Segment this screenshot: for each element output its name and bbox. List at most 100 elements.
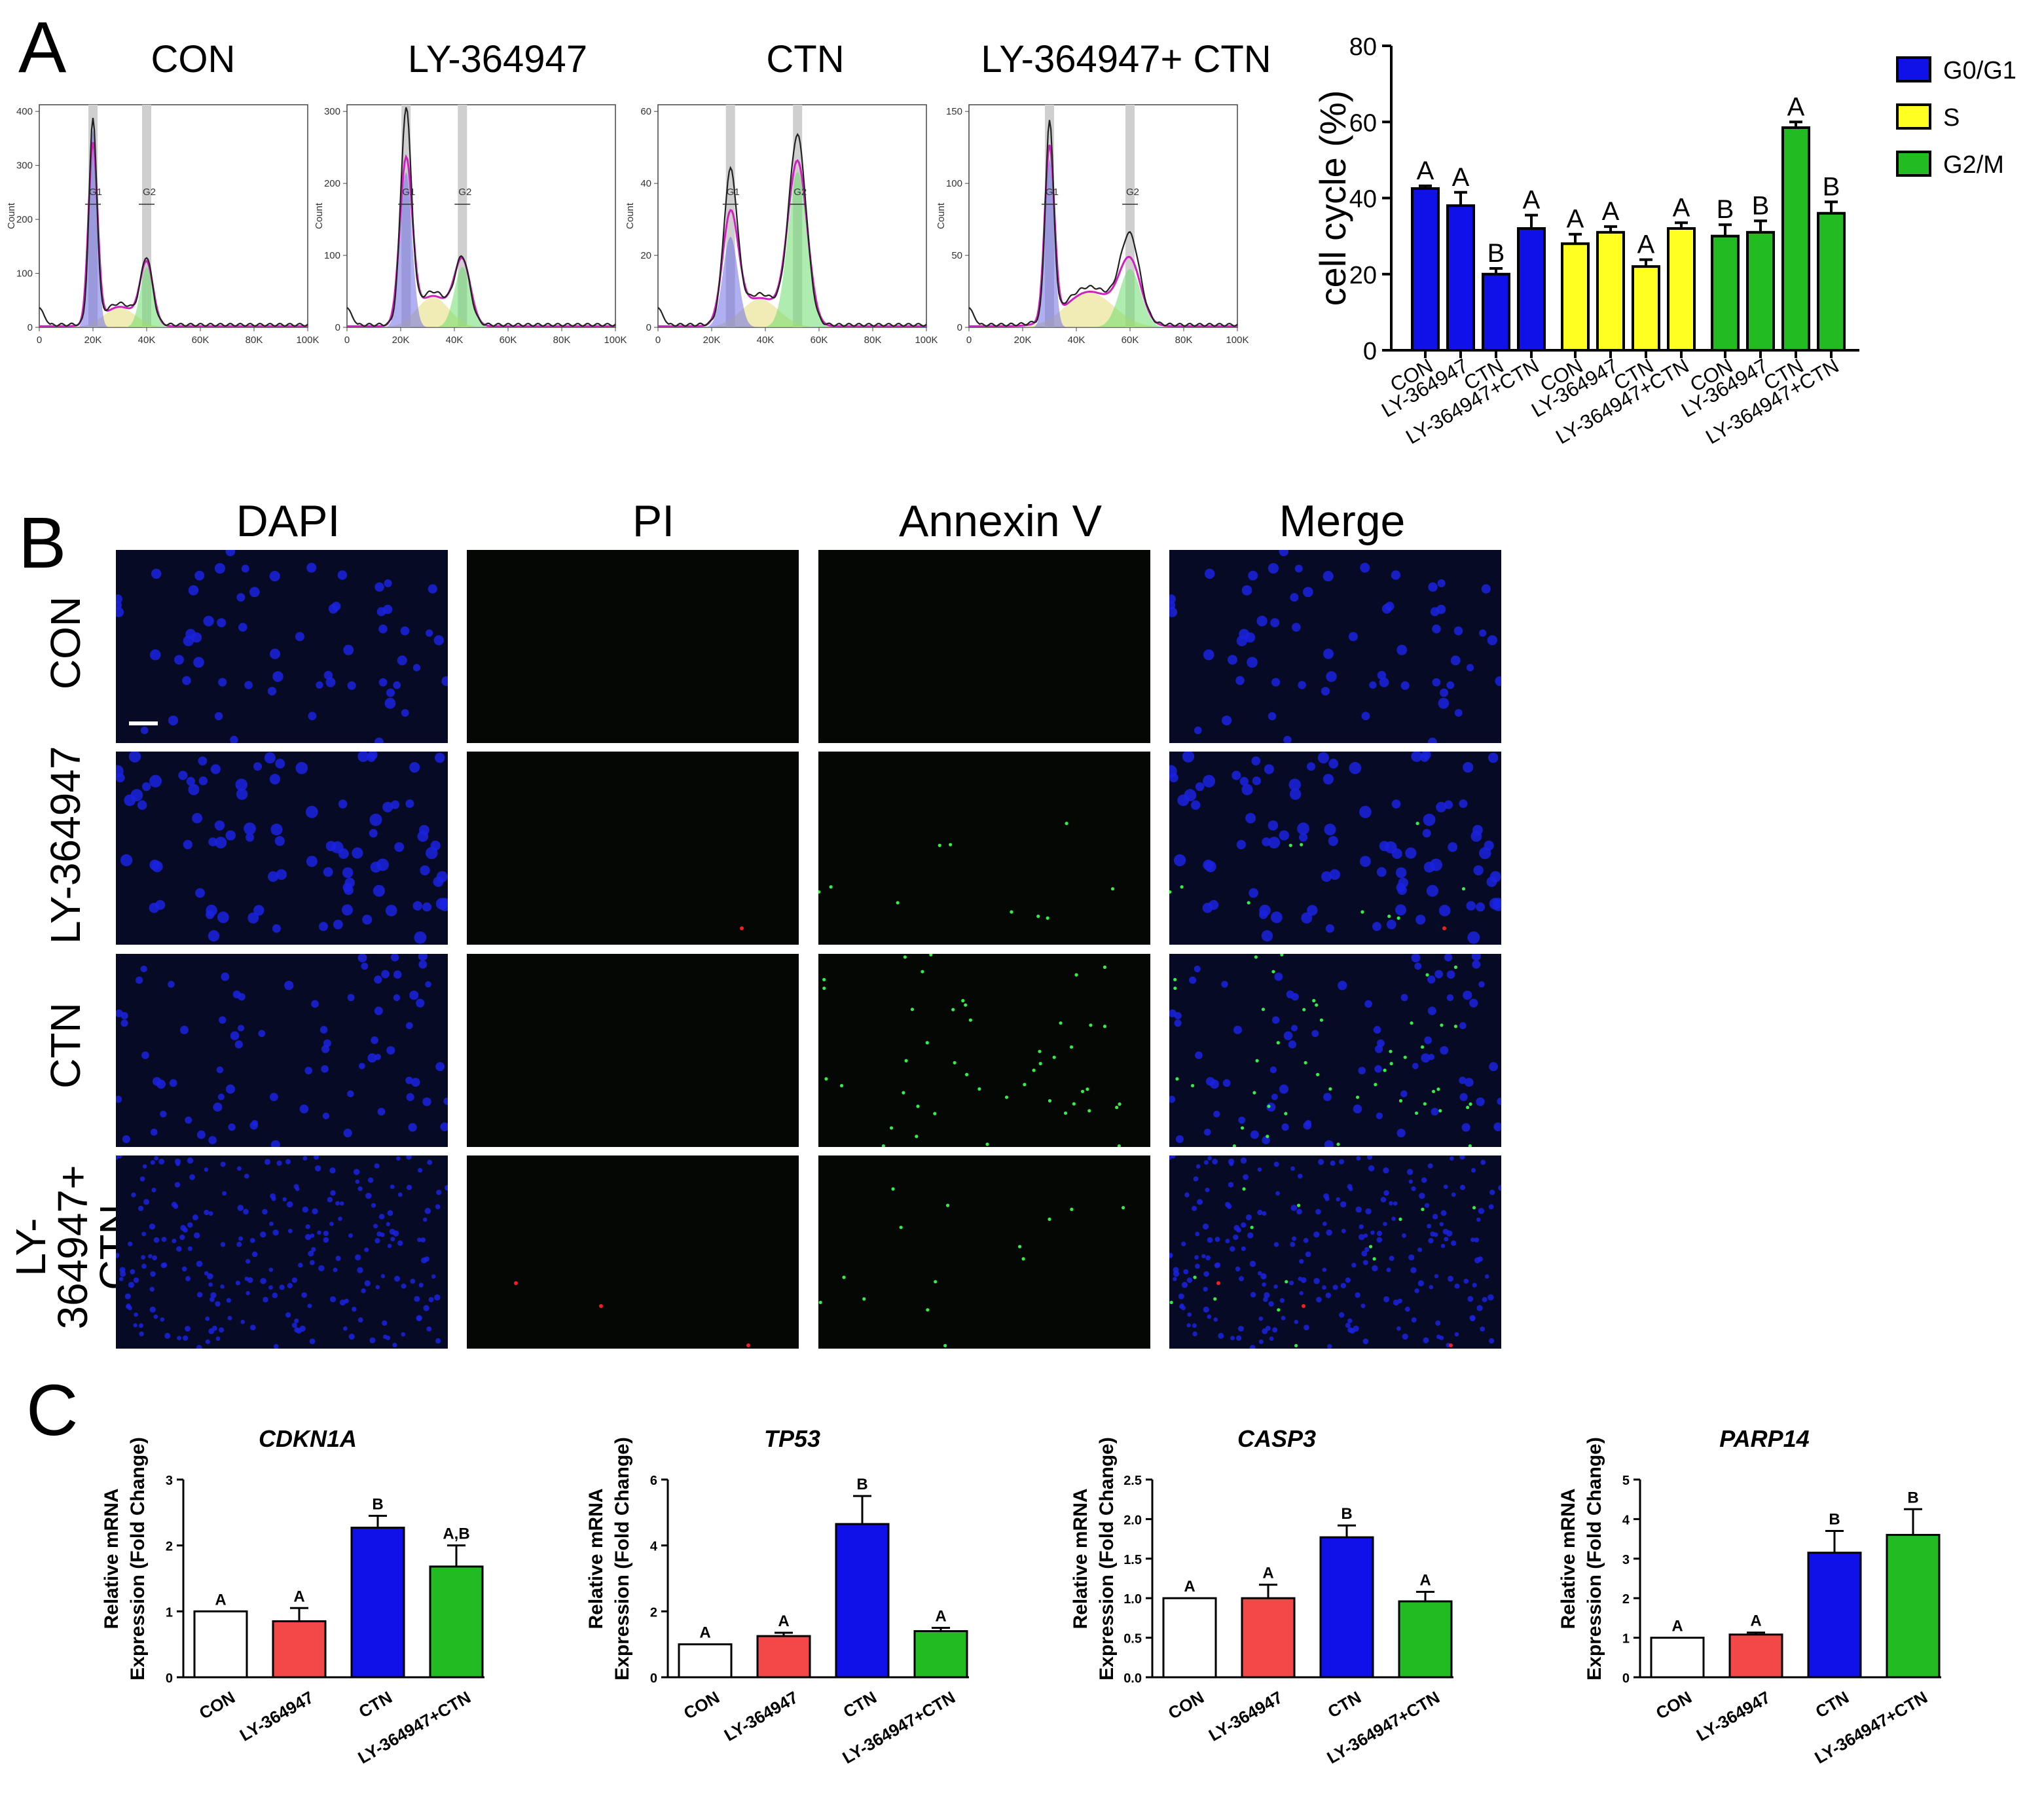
nucleus	[1443, 1184, 1448, 1190]
nucleus	[406, 1155, 412, 1160]
gate-label: G1	[1046, 187, 1059, 198]
y-tick-label: 300	[324, 106, 340, 117]
nucleus	[1245, 812, 1256, 824]
nucleus	[246, 1290, 250, 1296]
annexin-signal	[961, 998, 965, 1003]
nucleus	[181, 1266, 187, 1272]
nucleus	[1421, 752, 1431, 760]
nucleus	[1214, 1262, 1220, 1268]
nucleus	[1196, 1199, 1203, 1205]
nucleus	[1288, 778, 1301, 791]
nucleus	[434, 1294, 441, 1301]
annexin-signal	[1059, 1021, 1063, 1025]
nucleus	[179, 1234, 185, 1241]
annexin-signal	[902, 1091, 905, 1095]
nucleus	[158, 1158, 165, 1165]
nucleus	[214, 712, 223, 721]
plot-frame	[39, 104, 308, 328]
nucleus	[1383, 1190, 1389, 1196]
nucleus	[128, 752, 141, 763]
nucleus	[1194, 1255, 1199, 1260]
micrograph-canvas	[1169, 1155, 1501, 1349]
nucleus	[1476, 902, 1486, 912]
bar	[272, 1620, 327, 1679]
nucleus	[128, 1282, 135, 1288]
nucleus	[1322, 1267, 1327, 1272]
nucleus	[1207, 1155, 1212, 1161]
nucleus	[414, 931, 427, 944]
micrograph-canvas	[822, 954, 1122, 1147]
significance-letter: A	[699, 1624, 710, 1642]
nucleus	[119, 1271, 126, 1277]
nucleus	[373, 1224, 378, 1229]
nucleus	[304, 1066, 313, 1075]
nucleus	[1487, 635, 1498, 646]
nucleus	[1256, 615, 1268, 627]
nucleus	[246, 833, 255, 842]
nucleus	[276, 869, 287, 881]
nucleus	[417, 1167, 423, 1173]
nucleus	[1303, 1121, 1312, 1130]
nucleus	[155, 900, 166, 910]
x-tick-label: 0	[966, 335, 972, 346]
nucleus	[305, 805, 318, 818]
nucleus	[1169, 1095, 1176, 1103]
nucleus	[207, 1273, 213, 1280]
nucleus	[1478, 629, 1487, 637]
nucleus	[327, 1197, 333, 1203]
nucleus	[1480, 1159, 1486, 1165]
annexin-signal	[818, 890, 821, 894]
nucleus	[186, 776, 195, 786]
nucleus	[232, 990, 241, 999]
nucleus	[1212, 1158, 1218, 1165]
nucleus	[1300, 1277, 1307, 1283]
nucleus	[198, 776, 208, 786]
y-tick-label: 1	[1622, 1632, 1630, 1646]
nucleus	[1444, 800, 1453, 809]
micrograph-canvas	[467, 954, 799, 1147]
nucleus	[182, 676, 191, 685]
bar	[1319, 1536, 1374, 1679]
nucleus	[246, 1259, 251, 1264]
nucleus	[1169, 773, 1178, 783]
nucleus	[1472, 960, 1481, 969]
y-tick-label: 100	[324, 250, 340, 261]
annexin-signal	[1466, 1105, 1470, 1110]
nucleus	[156, 1080, 166, 1089]
nucleus	[358, 1063, 365, 1070]
nucleus	[169, 1079, 177, 1087]
nucleus	[1228, 1158, 1235, 1165]
annexin-signal	[1173, 977, 1177, 981]
annexin-signal	[1086, 1087, 1089, 1091]
annexin-signal	[951, 1008, 955, 1011]
nucleus	[323, 1230, 329, 1237]
significance-letter: A	[935, 1608, 946, 1626]
nucleus	[1474, 1237, 1480, 1243]
nucleus	[351, 1306, 357, 1312]
nucleus	[1205, 860, 1216, 873]
nucleus	[1324, 1196, 1330, 1201]
nucleus	[1459, 1155, 1465, 1160]
significance-letter: A	[1673, 193, 1690, 222]
micrograph-ctn-annexin	[818, 954, 1150, 1147]
nucleus	[1385, 602, 1395, 611]
nucleus	[1236, 1335, 1242, 1341]
nucleus	[405, 799, 414, 809]
nucleus	[195, 888, 205, 898]
nucleus	[116, 773, 125, 783]
nucleus	[1258, 1316, 1264, 1321]
nucleus	[1360, 1303, 1366, 1309]
nucleus	[1290, 592, 1299, 602]
nucleus	[1169, 607, 1178, 617]
nucleus	[374, 737, 384, 743]
nucleus	[311, 1246, 316, 1252]
nucleus	[435, 898, 448, 910]
nucleus	[1261, 930, 1273, 942]
nucleus	[1429, 1284, 1434, 1290]
nucleus	[1450, 655, 1461, 666]
nucleus	[187, 1222, 193, 1228]
nucleus	[1183, 1269, 1189, 1275]
nucleus	[1213, 1110, 1220, 1118]
annexin-signal	[889, 1126, 894, 1130]
nucleus	[282, 1197, 287, 1202]
